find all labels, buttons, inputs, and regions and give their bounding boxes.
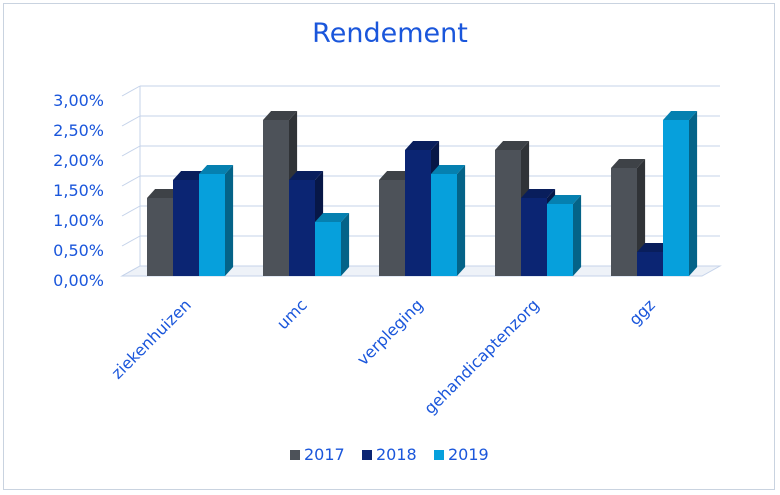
bar-front — [637, 252, 663, 276]
bar-front — [495, 150, 521, 276]
x-tick-label: umc — [273, 295, 311, 333]
bar-side — [457, 165, 466, 276]
bar-front — [199, 174, 225, 276]
bar-top — [379, 171, 414, 180]
bar-top — [405, 141, 440, 150]
bar-front — [405, 150, 431, 276]
legend-swatch-2017 — [290, 450, 300, 460]
bar-top — [547, 195, 582, 204]
bar-front — [663, 120, 689, 276]
bar-top — [263, 111, 298, 120]
bar-side — [689, 111, 698, 276]
bar-top — [147, 189, 182, 198]
bar-top — [495, 141, 530, 150]
bar-side — [573, 195, 582, 276]
y-tick-label: 0,00% — [53, 271, 104, 290]
x-tick-label: gehandicaptenzorg — [420, 295, 543, 418]
bar-2019-ziekenhuizen — [199, 165, 234, 276]
bar-side — [225, 165, 234, 276]
bar-side — [341, 213, 350, 276]
bar-top — [315, 213, 350, 222]
x-tick-label: verpleging — [353, 295, 427, 369]
y-tick-label: 0,50% — [53, 241, 104, 260]
gridline-side — [121, 205, 141, 217]
legend-label-2018: 2018 — [376, 445, 417, 464]
y-tick-label: 2,00% — [53, 151, 104, 170]
bar-front — [379, 180, 405, 276]
gridline-side — [121, 85, 141, 97]
y-tick-label: 1,00% — [53, 211, 104, 230]
gridline-side — [121, 235, 141, 247]
x-tick-label: ziekenhuizen — [108, 295, 195, 382]
bar-top — [663, 111, 698, 120]
legend-label-2019: 2019 — [448, 445, 489, 464]
y-tick-label: 3,00% — [53, 91, 104, 110]
legend-swatch-2019 — [434, 450, 444, 460]
bar-top — [289, 171, 324, 180]
bar-front — [289, 180, 315, 276]
bar-2019-ggz — [663, 111, 698, 276]
gridline-side — [121, 175, 141, 187]
bar-front — [263, 120, 289, 276]
y-tick-label: 1,50% — [53, 181, 104, 200]
bar-2019-verpleging — [431, 165, 466, 276]
bar-front — [431, 174, 457, 276]
bar-front — [147, 198, 173, 276]
bar-top — [611, 159, 646, 168]
legend-label-2017: 2017 — [304, 445, 345, 464]
gridline-side — [121, 115, 141, 127]
chart-title: Rendement — [312, 18, 468, 49]
bar-front — [521, 198, 547, 276]
bar-2019-umc — [315, 213, 350, 276]
bar-top — [637, 243, 672, 252]
bar-top — [431, 165, 466, 174]
bar-2019-gehandicaptenzorg — [547, 195, 582, 276]
y-tick-label: 2,50% — [53, 121, 104, 140]
gridline-side — [121, 145, 141, 157]
bar-front — [611, 168, 637, 276]
bar-top — [199, 165, 234, 174]
bar-front — [173, 180, 199, 276]
bar-front — [547, 204, 573, 276]
x-tick-label: ggz — [625, 295, 659, 329]
bar-front — [315, 222, 341, 276]
legend-swatch-2018 — [362, 450, 372, 460]
bar-top — [173, 171, 208, 180]
bar-top — [521, 189, 556, 198]
